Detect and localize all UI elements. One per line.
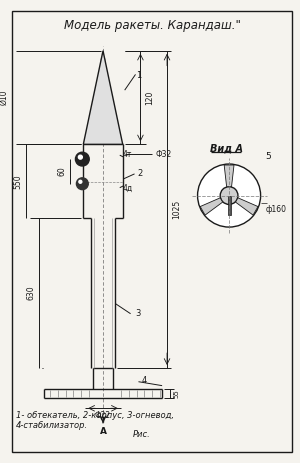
Text: 1- обтекатель, 2-корпус, 3-огневод,: 1- обтекатель, 2-корпус, 3-огневод,	[16, 411, 174, 419]
Text: Ø10: Ø10	[0, 90, 8, 105]
Text: 630: 630	[27, 286, 36, 300]
Text: 550: 550	[14, 174, 23, 188]
Circle shape	[78, 155, 82, 159]
Text: Рис.: Рис.	[133, 431, 150, 439]
Text: Ф32: Ф32	[156, 150, 172, 159]
Text: 4-стабилизатор.: 4-стабилизатор.	[16, 420, 88, 430]
Text: 120: 120	[145, 90, 154, 105]
Circle shape	[76, 178, 88, 190]
Text: Вид А: Вид А	[210, 143, 243, 153]
Text: 4: 4	[142, 376, 147, 385]
Text: Модель ракеты. Карандаш.": Модель ракеты. Карандаш."	[64, 19, 241, 32]
Text: 60: 60	[57, 167, 66, 176]
Text: 1025: 1025	[172, 200, 182, 219]
Polygon shape	[83, 51, 123, 144]
Text: 2: 2	[138, 169, 143, 178]
Circle shape	[75, 152, 89, 166]
Text: 4д: 4д	[123, 184, 133, 193]
Text: 1: 1	[136, 71, 141, 80]
Circle shape	[220, 187, 238, 204]
Text: 3: 3	[135, 309, 140, 318]
Text: 55: 55	[174, 389, 180, 398]
Polygon shape	[200, 198, 223, 215]
Circle shape	[79, 180, 82, 183]
Text: 5: 5	[266, 152, 272, 161]
Circle shape	[198, 164, 261, 227]
Text: А: А	[100, 427, 106, 437]
Bar	[228, 195, 231, 215]
Polygon shape	[224, 165, 234, 187]
Text: 4т: 4т	[123, 150, 132, 159]
Polygon shape	[236, 198, 258, 215]
Text: ф160: ф160	[266, 205, 287, 214]
Text: Ф22: Ф22	[95, 411, 111, 419]
